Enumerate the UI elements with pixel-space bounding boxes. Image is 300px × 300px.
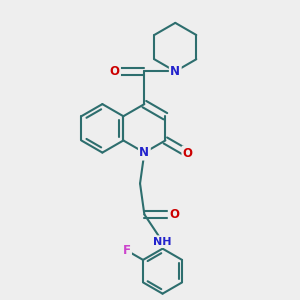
Text: O: O bbox=[110, 65, 119, 78]
Text: O: O bbox=[169, 208, 179, 221]
Text: N: N bbox=[170, 65, 180, 78]
Text: N: N bbox=[140, 146, 149, 159]
Text: O: O bbox=[183, 147, 193, 160]
Text: F: F bbox=[123, 244, 130, 257]
Text: NH: NH bbox=[153, 237, 172, 247]
